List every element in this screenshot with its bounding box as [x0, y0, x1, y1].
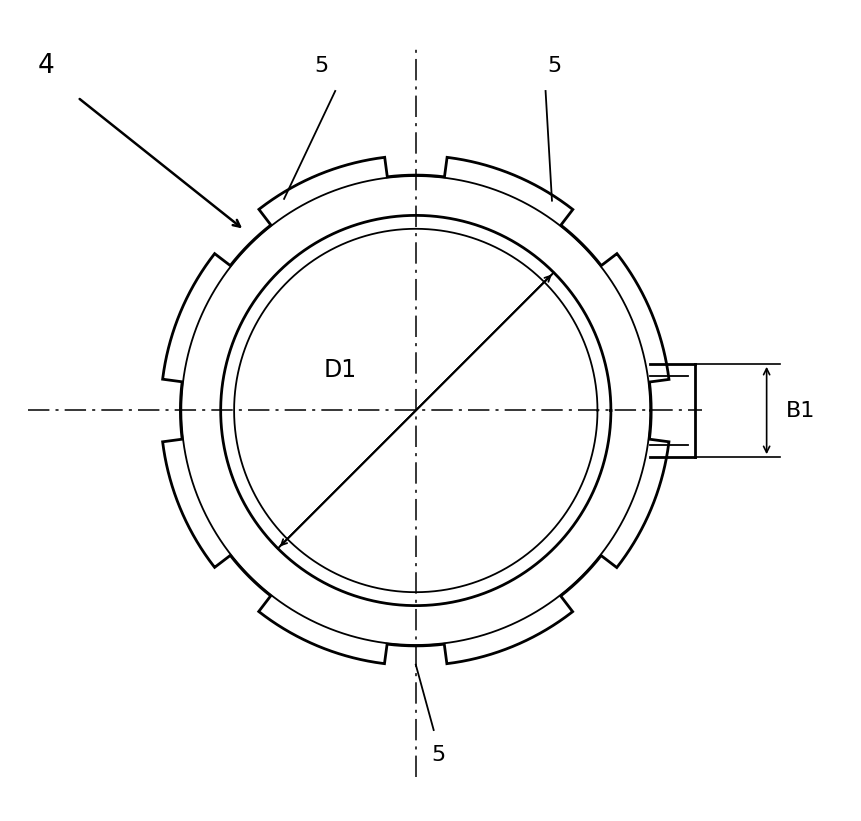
Text: 5: 5 [547, 56, 561, 76]
Text: D1: D1 [323, 358, 356, 383]
Text: 4: 4 [38, 53, 54, 79]
Text: 5: 5 [430, 745, 445, 765]
Text: B1: B1 [785, 401, 815, 420]
Text: 5: 5 [314, 56, 329, 76]
